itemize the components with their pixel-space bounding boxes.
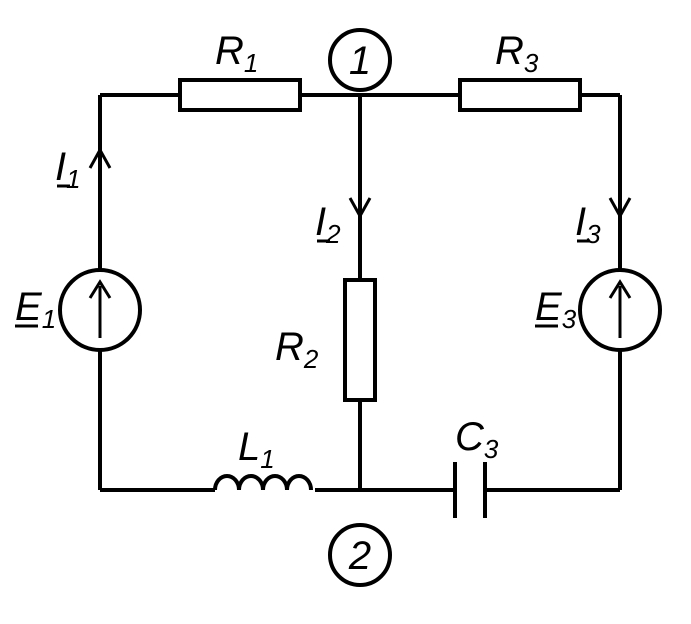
i2-base: I bbox=[315, 200, 326, 244]
i1-sub: 1 bbox=[66, 164, 80, 194]
capacitor-c3 bbox=[455, 462, 485, 518]
svg-text:C3: C3 bbox=[455, 415, 499, 464]
source-e1 bbox=[60, 270, 140, 350]
e1-sub: 1 bbox=[42, 304, 56, 334]
source-e3 bbox=[580, 270, 660, 350]
r1-sub: 1 bbox=[244, 48, 258, 78]
resistor-r1 bbox=[180, 80, 300, 110]
e1-label-group: E1 bbox=[15, 285, 56, 334]
r2-base: R bbox=[275, 325, 304, 369]
svg-text:R2: R2 bbox=[275, 325, 319, 374]
i3-base: I bbox=[575, 200, 586, 244]
c3-sub: 3 bbox=[484, 434, 499, 464]
i3-sub: 3 bbox=[586, 219, 601, 249]
i2-sub: 2 bbox=[325, 219, 341, 249]
c3-base: C bbox=[455, 415, 485, 459]
l1-base: L bbox=[238, 425, 260, 469]
node-2-label: 2 bbox=[348, 534, 371, 578]
l1-sub: 1 bbox=[260, 444, 274, 474]
i2-label-group: I2 bbox=[315, 200, 341, 249]
i1-base: I bbox=[55, 145, 66, 189]
resistor-r3 bbox=[460, 80, 580, 110]
e3-sub: 3 bbox=[562, 304, 577, 334]
inductor-l1 bbox=[215, 476, 311, 490]
e3-base: E bbox=[535, 285, 563, 329]
circuit-diagram: 1 2 R1 R2 R3 L1 C3 E1 E3 I1 bbox=[0, 0, 691, 624]
svg-text:R1: R1 bbox=[215, 29, 258, 78]
i1-label-group: I1 bbox=[55, 145, 81, 194]
e3-label-group: E3 bbox=[535, 285, 577, 334]
node-1-label: 1 bbox=[349, 39, 371, 83]
r3-base: R bbox=[495, 29, 524, 73]
svg-text:R3: R3 bbox=[495, 29, 539, 78]
r2-sub: 2 bbox=[303, 344, 319, 374]
resistor-r2 bbox=[345, 280, 375, 400]
i3-label-group: I3 bbox=[575, 200, 601, 249]
e1-base: E bbox=[15, 285, 43, 329]
r3-sub: 3 bbox=[524, 48, 539, 78]
svg-text:L1: L1 bbox=[238, 425, 275, 474]
r1-base: R bbox=[215, 29, 244, 73]
